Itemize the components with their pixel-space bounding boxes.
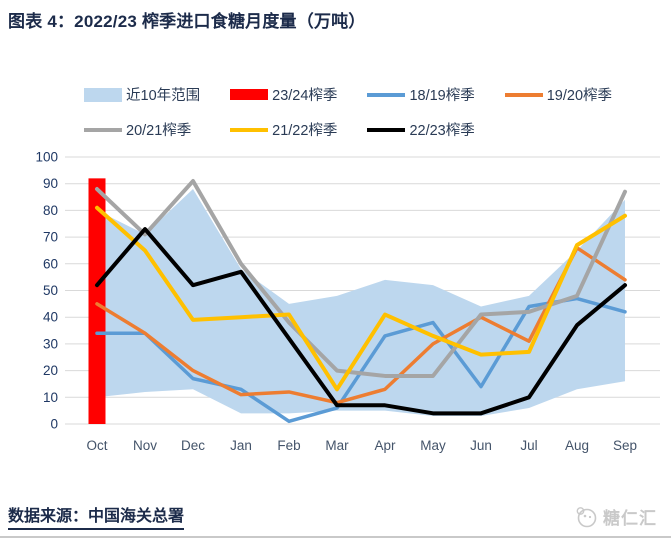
chart-legend: 近10年范围 23/24榨季 18/19榨季 19/20榨季 20/21榨季 21/22榨… — [84, 84, 612, 140]
month-label-Dec: Dec — [181, 438, 205, 453]
legend-swatch — [367, 92, 406, 97]
legend-label: 近10年范围 — [126, 88, 201, 104]
ytick-label-100: 100 — [35, 150, 58, 165]
legend-swatch — [230, 127, 269, 132]
month-label-Aug: Aug — [565, 438, 589, 453]
month-label-Jul: Jul — [520, 438, 537, 453]
legend-item-23/24榨季: 23/24榨季 — [230, 84, 337, 105]
legend-label: 22/23榨季 — [409, 123, 475, 139]
month-label-Mar: Mar — [325, 438, 349, 453]
ytick-label-60: 60 — [43, 256, 58, 271]
line-22/23榨季 — [95, 227, 627, 416]
legend-item-21/22榨季: 21/22榨季 — [230, 119, 337, 140]
month-label-May: May — [420, 438, 446, 453]
data-source-label: 数据来源：中国海关总署 — [8, 502, 185, 530]
bottom-divider — [0, 536, 671, 538]
legend-item-近10年范围: 近10年范围 — [84, 84, 200, 105]
data-source-text: 数据来源：中国海关总署 — [8, 502, 185, 530]
ytick-label-40: 40 — [43, 310, 58, 325]
legend-swatch — [504, 92, 543, 97]
legend-label: 23/24榨季 — [272, 88, 338, 104]
ten-year-range-band — [97, 189, 625, 416]
legend-swatch — [84, 87, 122, 102]
ytick-label-0: 0 — [50, 417, 58, 432]
month-label-Oct: Oct — [86, 438, 107, 453]
ytick-label-70: 70 — [43, 230, 58, 245]
legend-item-19/20榨季: 19/20榨季 — [504, 84, 613, 105]
legend-label: 20/21榨季 — [126, 123, 192, 139]
month-label-Apr: Apr — [374, 438, 396, 453]
month-label-Feb: Feb — [277, 438, 300, 453]
logo-text: 糖仁汇 — [603, 509, 657, 528]
legend-item-20/21榨季: 20/21榨季 — [84, 119, 200, 140]
line-21/22榨季 — [95, 205, 627, 392]
month-label-Sep: Sep — [613, 438, 637, 453]
chart-title: 图表 4：2022/23 榨季进口食糖月度量（万吨） — [8, 12, 366, 31]
legend-label: 21/22榨季 — [272, 123, 338, 139]
month-label-Jun: Jun — [470, 438, 492, 453]
bar-23-24 — [88, 178, 106, 424]
ytick-label-50: 50 — [43, 283, 58, 298]
ytick-label-10: 10 — [43, 390, 58, 405]
legend-item-22/23榨季: 22/23榨季 — [367, 119, 475, 140]
ytick-label-30: 30 — [43, 336, 58, 351]
ytick-label-90: 90 — [43, 176, 58, 191]
legend-swatch — [84, 127, 122, 132]
logo-icon — [576, 506, 597, 527]
ytick-label-20: 20 — [43, 363, 58, 378]
legend-swatch — [367, 127, 406, 132]
legend-item-18/19榨季: 18/19榨季 — [367, 84, 475, 105]
month-label-Nov: Nov — [133, 438, 157, 453]
legend-swatch — [230, 89, 269, 100]
month-label-Jan: Jan — [230, 438, 252, 453]
legend-label: 19/20榨季 — [546, 88, 613, 104]
ytick-label-80: 80 — [43, 203, 58, 218]
legend-label: 18/19榨季 — [409, 88, 475, 104]
line-19/20榨季 — [95, 246, 627, 405]
watermark-logo: 糖仁汇 — [574, 504, 657, 529]
line-20/21榨季 — [95, 179, 627, 378]
